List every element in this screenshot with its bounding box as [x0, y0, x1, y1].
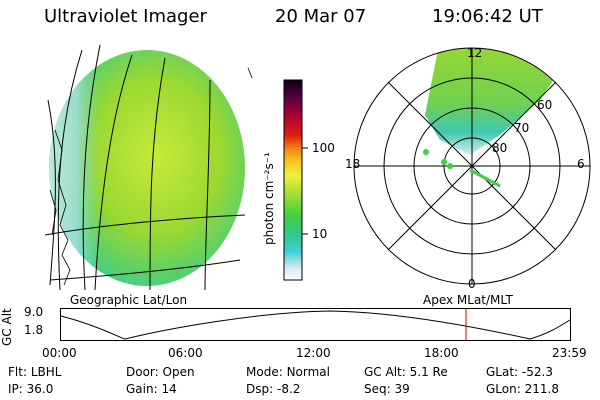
time-tick-3: 18:00	[424, 346, 459, 360]
time-tick-0: 00:00	[42, 346, 77, 360]
info-ip: IP: 36.0	[8, 382, 54, 396]
colorbar-tick-100: 100	[312, 141, 335, 155]
altitude-axis-label: GC Alt	[0, 308, 14, 346]
auroral-spots	[423, 149, 501, 188]
time-label: 19:06:42 UT	[432, 6, 543, 27]
mlt-label-12: 12	[467, 46, 483, 60]
colorbar-tick-10: 10	[312, 227, 328, 241]
info-glon: GLon: 211.8	[486, 382, 559, 396]
colorbar	[283, 79, 308, 281]
time-tick-2: 12:00	[296, 346, 331, 360]
mlt-label-0: 0	[468, 277, 476, 291]
info-gain: Gain: 14	[126, 382, 177, 396]
info-door: Door: Open	[126, 365, 195, 379]
lat-label-70: 70	[514, 121, 530, 135]
time-tick-1: 06:00	[168, 346, 203, 360]
mlt-label-6: 6	[577, 157, 585, 171]
info-gc-alt: GC Alt: 5.1 Re	[364, 365, 448, 379]
altitude-tick-high: 9.0	[24, 305, 44, 319]
geographic-panel-label: Geographic Lat/Lon	[70, 293, 188, 307]
info-dsp: Dsp: -8.2	[246, 382, 301, 396]
instrument-title: Ultraviolet Imager	[44, 6, 207, 27]
altitude-curve	[60, 310, 571, 340]
geographic-image	[44, 44, 253, 290]
auroral-region	[425, 48, 580, 155]
mlt-label-18: 18	[345, 157, 361, 171]
info-glat: GLat: -52.3	[486, 365, 553, 379]
date-label: 20 Mar 07	[275, 6, 367, 27]
info-seq: Seq: 39	[364, 382, 410, 396]
colorbar-unit-label: photon cm⁻²s⁻¹	[262, 152, 276, 245]
altitude-plot	[60, 308, 571, 341]
info-mode: Mode: Normal	[246, 365, 330, 379]
altitude-tick-low: 1.8	[24, 323, 44, 337]
time-tick-4: 23:59	[552, 346, 587, 360]
info-flt: Flt: LBHL	[8, 365, 62, 379]
lat-label-80: 80	[492, 141, 508, 155]
polar-plot	[353, 47, 591, 285]
lat-label-60: 60	[537, 98, 553, 112]
apex-panel-label: Apex MLat/MLT	[423, 293, 513, 307]
coastline	[49, 67, 253, 286]
